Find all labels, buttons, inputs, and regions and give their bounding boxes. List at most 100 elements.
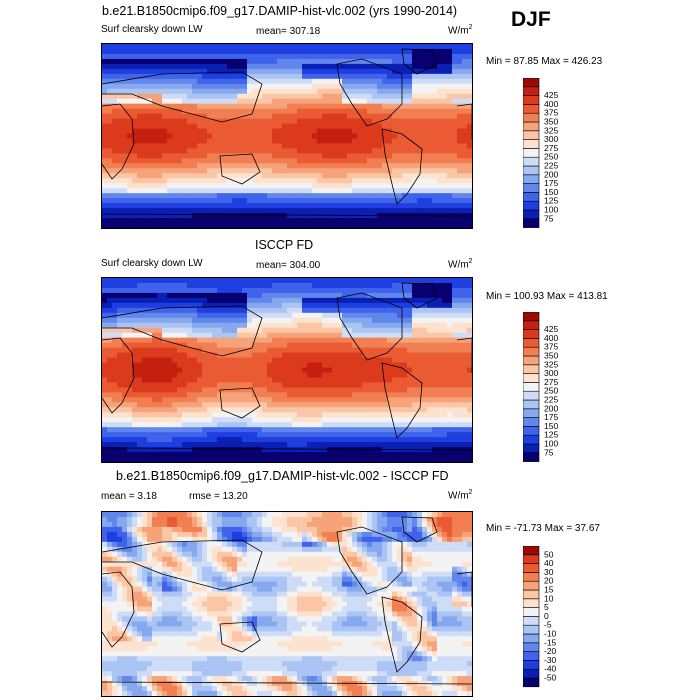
map-cell [467, 387, 472, 393]
map-cell [327, 362, 333, 368]
map-cell [222, 73, 228, 80]
map-cell [412, 143, 418, 149]
map-cell [122, 198, 128, 204]
map-cell [197, 372, 203, 378]
map-cell [112, 332, 118, 339]
map-cell [442, 342, 448, 349]
map-cell [227, 128, 233, 134]
map-cell [387, 412, 393, 418]
map-cell [217, 402, 223, 408]
map-cell [112, 88, 118, 95]
map-cell [377, 387, 383, 393]
map-cell [362, 362, 368, 368]
map-cell [457, 302, 463, 309]
colorbar-tick-label: 100 [544, 205, 558, 215]
map-cell [187, 163, 193, 169]
map-cell [352, 287, 358, 294]
map-cell [332, 302, 338, 309]
map-cell [207, 68, 213, 75]
map-cell [297, 387, 303, 393]
map-cell [427, 307, 433, 314]
map-cell [297, 163, 303, 169]
map-cell [107, 347, 113, 353]
map-cell [202, 44, 208, 50]
map-cell [262, 183, 268, 189]
map-cell [222, 367, 228, 373]
map-cell [227, 297, 233, 304]
map-cell [292, 332, 298, 339]
map-cell [297, 367, 303, 373]
map-cell [352, 208, 358, 214]
map-cell [117, 138, 123, 144]
map-cell [392, 73, 398, 80]
map-cell [317, 138, 323, 144]
map-cell [367, 312, 373, 319]
map-cell [207, 53, 213, 60]
map-cell [127, 218, 133, 224]
map-cell [197, 93, 203, 100]
map-cell [402, 307, 408, 314]
map-cell [142, 278, 148, 284]
map-cell [362, 98, 368, 105]
map-cell [247, 302, 253, 309]
map-cell [342, 118, 348, 124]
map-cell [257, 213, 263, 219]
map-cell [217, 143, 223, 149]
map-cell [157, 297, 163, 304]
map-cell [277, 148, 283, 154]
map-cell [242, 422, 248, 428]
map-cell [387, 387, 393, 393]
map-cell [267, 407, 273, 413]
map-cell [222, 278, 228, 284]
map-cell [227, 168, 233, 174]
map-cell [402, 148, 408, 154]
map-cell [427, 83, 433, 90]
map-cell [257, 417, 263, 423]
map-cell [387, 297, 393, 304]
map-cell [337, 88, 343, 95]
map-cell [102, 377, 108, 383]
map-cell [227, 78, 233, 85]
map-cell [122, 377, 128, 383]
map-cell [102, 307, 108, 314]
map-cell [322, 58, 328, 65]
map-cell [392, 103, 398, 110]
map-cell [467, 198, 472, 204]
map-cell [192, 357, 198, 363]
map-cell [312, 377, 318, 383]
map-cell [262, 123, 268, 129]
map-cell [247, 213, 253, 219]
map-cell [252, 377, 258, 383]
map-cell [292, 103, 298, 110]
map-cell [417, 322, 423, 329]
map-cell [137, 213, 143, 219]
map-cell [427, 78, 433, 85]
map-cell [367, 128, 373, 134]
map-cell [417, 327, 423, 334]
map-cell [257, 173, 263, 179]
map-cell [452, 173, 458, 179]
map-cell [237, 287, 243, 294]
map-cell [162, 203, 168, 209]
map-cell [382, 143, 388, 149]
map-cell [232, 118, 238, 124]
map-cell [202, 218, 208, 224]
map-cell [232, 153, 238, 159]
map-cell [152, 113, 158, 119]
map-cell [207, 208, 213, 214]
map-cell [362, 317, 368, 324]
map-cell [447, 218, 453, 224]
map-cell [132, 113, 138, 119]
map-cell [177, 352, 183, 358]
colorbar-tick-label: 175 [544, 178, 558, 188]
map-cell [452, 327, 458, 334]
map-cell [382, 278, 388, 284]
map-cell [257, 183, 263, 189]
map-cell [157, 287, 163, 294]
map-cell [177, 128, 183, 134]
map-cell [432, 282, 438, 289]
map-cell [407, 337, 413, 344]
map-cell [242, 83, 248, 90]
map-cell [132, 88, 138, 95]
map-cell [297, 218, 303, 224]
